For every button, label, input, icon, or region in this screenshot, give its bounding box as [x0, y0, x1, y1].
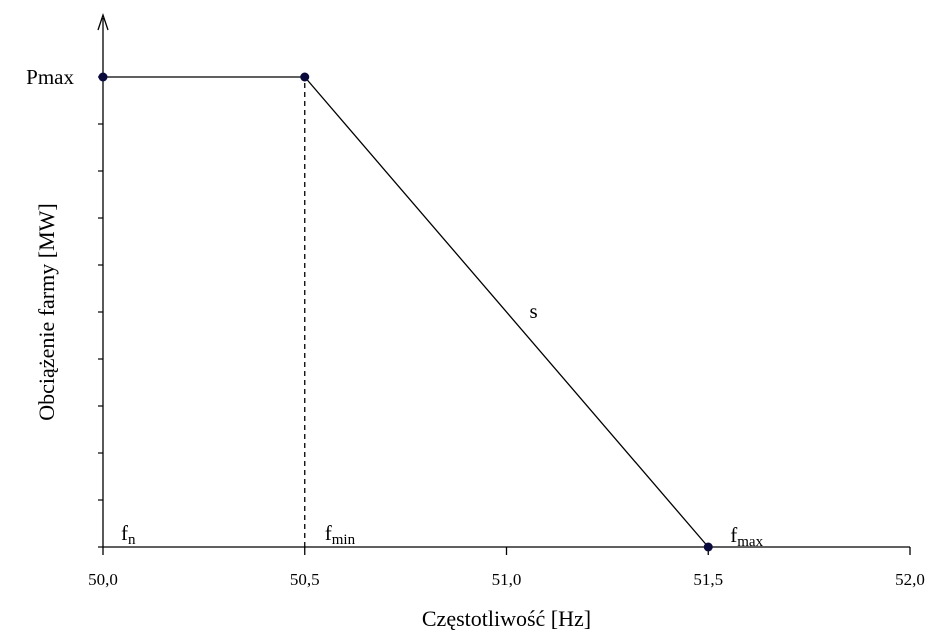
- annotation-f-min: fmin: [325, 521, 356, 548]
- x-tick-label: 51,0: [492, 570, 522, 589]
- data-point: [703, 542, 713, 552]
- annotation-f-max: fmax: [730, 523, 763, 550]
- x-tick-label: 50,5: [290, 570, 320, 589]
- chart-marks: [98, 72, 713, 552]
- series-line: [103, 76, 709, 548]
- data-point: [98, 72, 108, 82]
- x-tick-label: 50,0: [88, 570, 118, 589]
- data-point: [300, 72, 310, 82]
- annotation-f-n: fn: [121, 521, 136, 548]
- y-tick-label-pmax: Pmax: [26, 65, 74, 89]
- annotation-s: s: [530, 299, 538, 323]
- chart-labels: 50,0 50,5 51,0 51,5 52,0 Pmax fn fmin fmax s Częst…: [26, 65, 925, 631]
- axes: [97, 12, 911, 555]
- x-tick-label: 52,0: [895, 570, 925, 589]
- y-axis-arrow-icon: [97, 12, 109, 31]
- x-axis-title: Częstotliwość [Hz]: [422, 606, 591, 631]
- x-tick-label: 51,5: [693, 570, 723, 589]
- y-axis-title: Obciążenie farmy [MW]: [34, 203, 59, 420]
